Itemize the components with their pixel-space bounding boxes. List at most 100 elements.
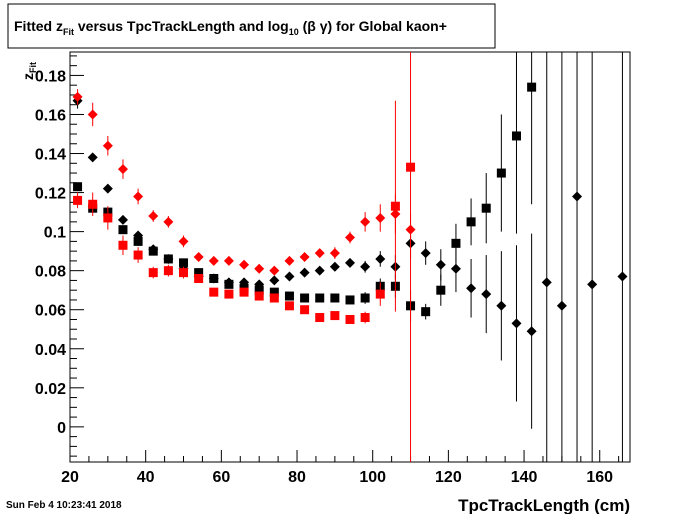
data-point [209,273,219,283]
data-point [330,311,340,321]
y-tick-label: 0.14 [35,147,66,164]
data-point [330,293,340,303]
data-point [223,255,234,266]
title-sub1: Fit [63,27,74,37]
data-point [194,268,204,278]
x-tick-label: 20 [61,469,79,486]
data-point [360,293,370,303]
data-point [315,293,325,303]
data-point [511,318,522,329]
data-point [103,213,113,223]
data-point [420,248,431,259]
data-point [117,164,128,175]
data-point [284,291,294,301]
data-point [269,287,279,297]
data-point [118,240,128,250]
data-point [87,109,98,120]
data-point [541,277,552,288]
data-point [466,283,477,294]
y-tick-label: 0.1 [44,225,66,242]
data-point [466,217,476,227]
series-black-diamond [72,52,628,462]
title-text: Fitted zFit versus TpcTrackLength and lo… [14,18,447,37]
data-point [254,291,264,301]
data-point [133,236,143,246]
data-point [436,285,446,295]
data-point [179,258,189,268]
data-point [345,232,355,243]
chart-title: Fitted zFit versus TpcTrackLength and lo… [7,3,496,49]
data-point [193,252,204,262]
data-point [148,268,158,278]
data-point [421,307,431,317]
axes: 20 40 60 80 100 120 140 160 0 0.02 0.04 0.06 0.08 0.1… [35,51,631,486]
data-point [73,195,83,205]
y-tick-label: 0.04 [35,342,66,359]
data-point [133,250,143,260]
data-point [511,131,521,141]
y-axis-label-main: z [20,73,36,80]
data-point [556,300,567,311]
x-tick-label: 140 [511,469,538,486]
data-point [284,271,295,282]
data-point [148,246,158,256]
x-tick-label: 80 [288,469,306,486]
x-tick-label: 160 [586,469,613,486]
data-point [269,265,280,276]
data-point [329,261,340,272]
data-point [315,313,325,323]
data-point [314,248,325,259]
data-point [102,183,113,194]
data-point [239,259,250,270]
data-point [118,225,128,235]
data-point [269,275,280,286]
data-point [299,252,310,262]
data-point [481,203,491,213]
data-point [208,255,219,266]
data-point [299,267,310,278]
timestamp: Sun Feb 4 10:23:41 2018 [6,500,122,511]
data-point [375,212,386,223]
data-point [224,289,234,299]
data-point [375,289,385,299]
data-point [72,91,83,102]
title-pre: Fitted z [14,18,63,34]
data-point [617,271,628,282]
data-point [587,279,598,290]
data-point [133,191,144,202]
y-tick-label: 0 [57,420,66,437]
series-black-square [73,52,537,322]
y-tick-label: 0.12 [35,186,66,203]
data-point [194,273,204,283]
data-point [451,238,461,248]
data-point [88,199,98,209]
data-point [163,254,173,264]
data-point [178,236,189,247]
data-point [450,263,461,274]
data-point [406,162,416,172]
data-point [345,257,355,268]
data-point [390,201,400,211]
data-marks [72,52,628,462]
data-point [435,259,446,270]
data-point [360,313,370,323]
data-point [254,263,265,274]
data-point [496,168,506,178]
title-box [7,3,496,49]
series-red-square [73,52,416,462]
data-point [73,182,83,192]
data-point [300,293,310,303]
data-point [179,268,189,278]
y-tick-label: 0.02 [35,381,66,398]
data-point [163,216,174,227]
title-sub2: 10 [289,27,299,37]
data-point [481,289,492,300]
x-tick-label: 60 [212,469,230,486]
series-red-diamond [72,89,416,276]
title-post: (β γ) for Global kaon+ [299,18,447,34]
data-point [163,266,173,276]
data-point [375,253,386,264]
x-tick-label: 120 [435,469,462,486]
data-point [209,287,219,297]
data-point [224,279,234,289]
